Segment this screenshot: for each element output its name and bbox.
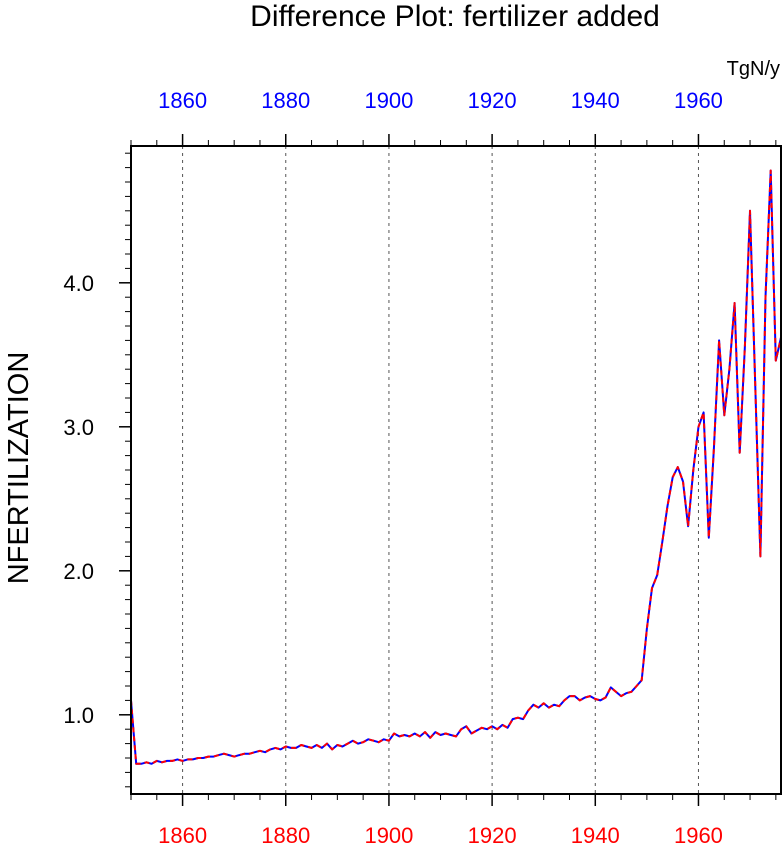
series-line-red-dashed [130, 169, 782, 765]
y-tick-label: 1.0 [63, 703, 94, 728]
grid-lines [182, 146, 699, 794]
tick-labels: 1860 1860 1880 1880 1900 1900 1920 1920 1940 1940… [63, 88, 723, 848]
x-tick-label-top: 1960 [674, 88, 723, 113]
y-tick-label: 3.0 [63, 415, 94, 440]
y-tick-label: 4.0 [63, 271, 94, 296]
units-label: TgN/y [727, 58, 780, 80]
x-tick-label-top: 1940 [571, 88, 620, 113]
x-tick-label-bottom: 1880 [261, 823, 310, 848]
chart-title: Difference Plot: fertilizer added [250, 0, 660, 33]
x-tick-label-bottom: 1900 [364, 823, 413, 848]
x-tick-label-bottom: 1960 [674, 823, 723, 848]
axis-ticks [119, 134, 777, 806]
plot-frame [130, 145, 782, 795]
x-tick-label-top: 1900 [364, 88, 413, 113]
x-tick-label-bottom: 1940 [571, 823, 620, 848]
series-layer [130, 169, 782, 765]
x-tick-label-bottom: 1920 [468, 823, 517, 848]
series-line-blue [130, 169, 782, 765]
y-tick-label: 2.0 [63, 559, 94, 584]
x-tick-label-top: 1920 [468, 88, 517, 113]
y-axis-label: NFERTILIZATION [3, 352, 35, 585]
x-tick-label-top: 1860 [158, 88, 207, 113]
x-tick-label-top: 1880 [261, 88, 310, 113]
x-tick-label-bottom: 1860 [158, 823, 207, 848]
